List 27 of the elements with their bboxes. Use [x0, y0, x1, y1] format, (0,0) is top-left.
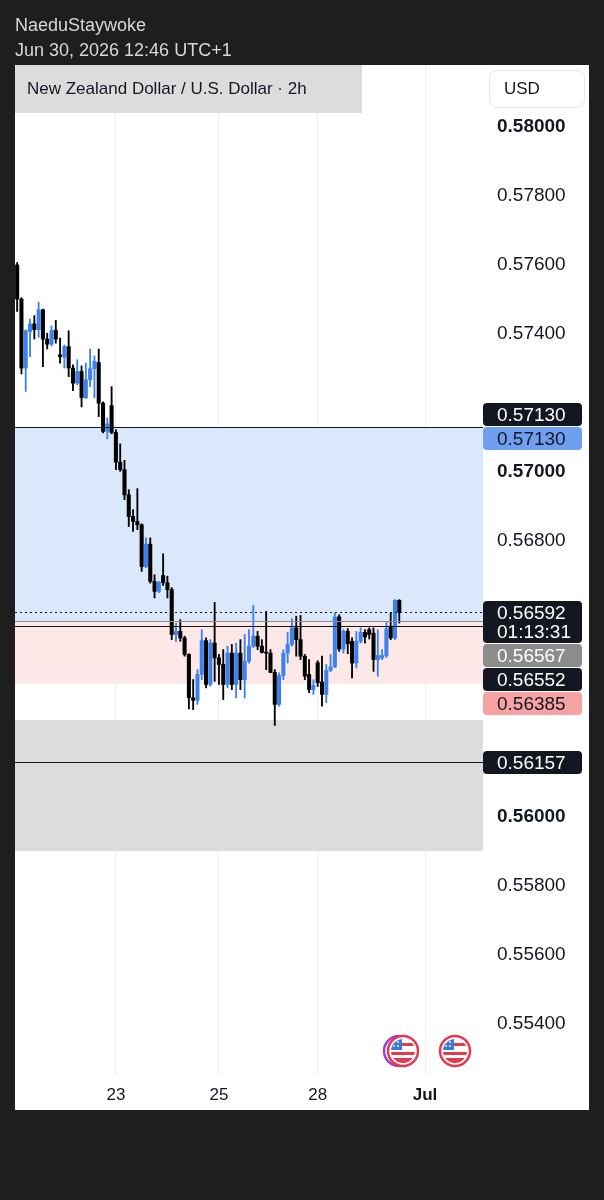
y-tick-label: 0.58000 [497, 115, 566, 137]
candlestick [135, 488, 140, 530]
candlestick [375, 629, 380, 677]
band-label: 0.56385 [483, 691, 582, 715]
text: New Zealand Dollar / U.S. Dollar · 2h [27, 78, 307, 100]
y-tick-label: 0.56800 [497, 528, 566, 550]
ref-line-label: 0.56567 [483, 643, 582, 667]
x-tick-label: 23 [106, 1084, 126, 1104]
y-tick-label: 0.56000 [497, 804, 566, 826]
x-tick-label: 25 [209, 1084, 229, 1104]
ref-line-label: 0.56552 [483, 667, 582, 691]
text: Jun 30, 2026 12:46 UTC+1 [15, 39, 232, 62]
y-tick-label: 0.57400 [497, 322, 566, 344]
text: NaeduStaywoke [15, 14, 148, 37]
y-tick-label: 0.57000 [497, 459, 566, 481]
y-tick-label: 0.57800 [497, 184, 566, 206]
ref-line-label: 0.56157 [483, 750, 582, 774]
y-axis-title: USD [489, 70, 585, 108]
x-tick-label: 28 [308, 1084, 328, 1104]
y-tick-label: 0.55800 [497, 873, 566, 895]
y-tick-label: 0.55600 [497, 942, 566, 964]
y-tick-label: 0.55400 [497, 1011, 566, 1033]
ref-line-label: 0.57130 [483, 403, 582, 427]
y-tick-label: 0.57600 [497, 253, 566, 275]
band-label: 0.57130 [483, 427, 582, 451]
ref-line-label: 0.56592 01:13:31 [483, 600, 582, 643]
x-tick-label: Jul [412, 1084, 438, 1104]
